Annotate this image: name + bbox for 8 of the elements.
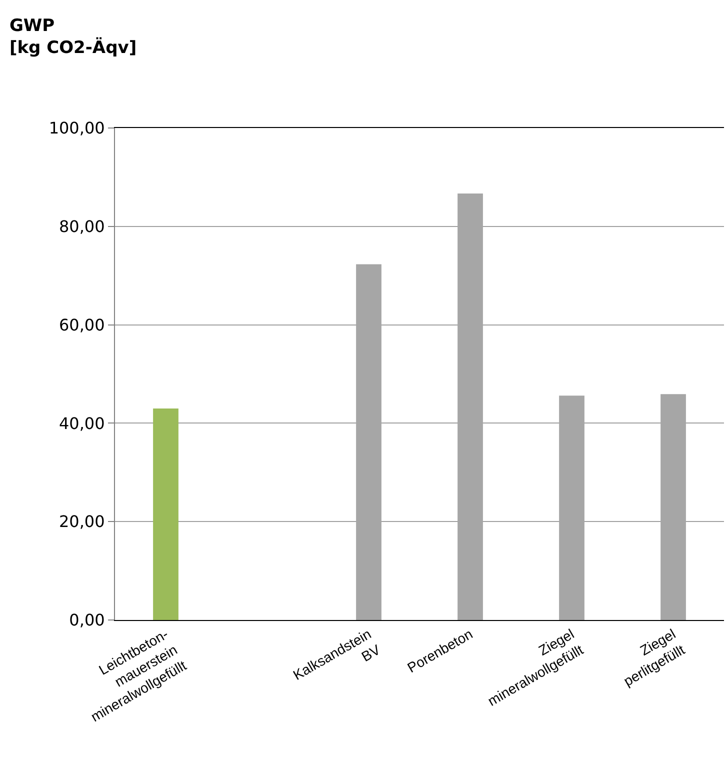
y-tick-label: 40,00 (58, 414, 105, 433)
y-tick-label: 60,00 (58, 315, 105, 334)
y-tick-label: 0,00 (69, 610, 105, 630)
y-tick-label: 20,00 (58, 512, 105, 532)
y-tick-label: 100,00 (48, 118, 105, 138)
y-tick-label: 80,00 (58, 217, 105, 236)
bar (153, 408, 178, 620)
chart-title: GWP [kg CO2-Äqv] (9, 16, 137, 58)
